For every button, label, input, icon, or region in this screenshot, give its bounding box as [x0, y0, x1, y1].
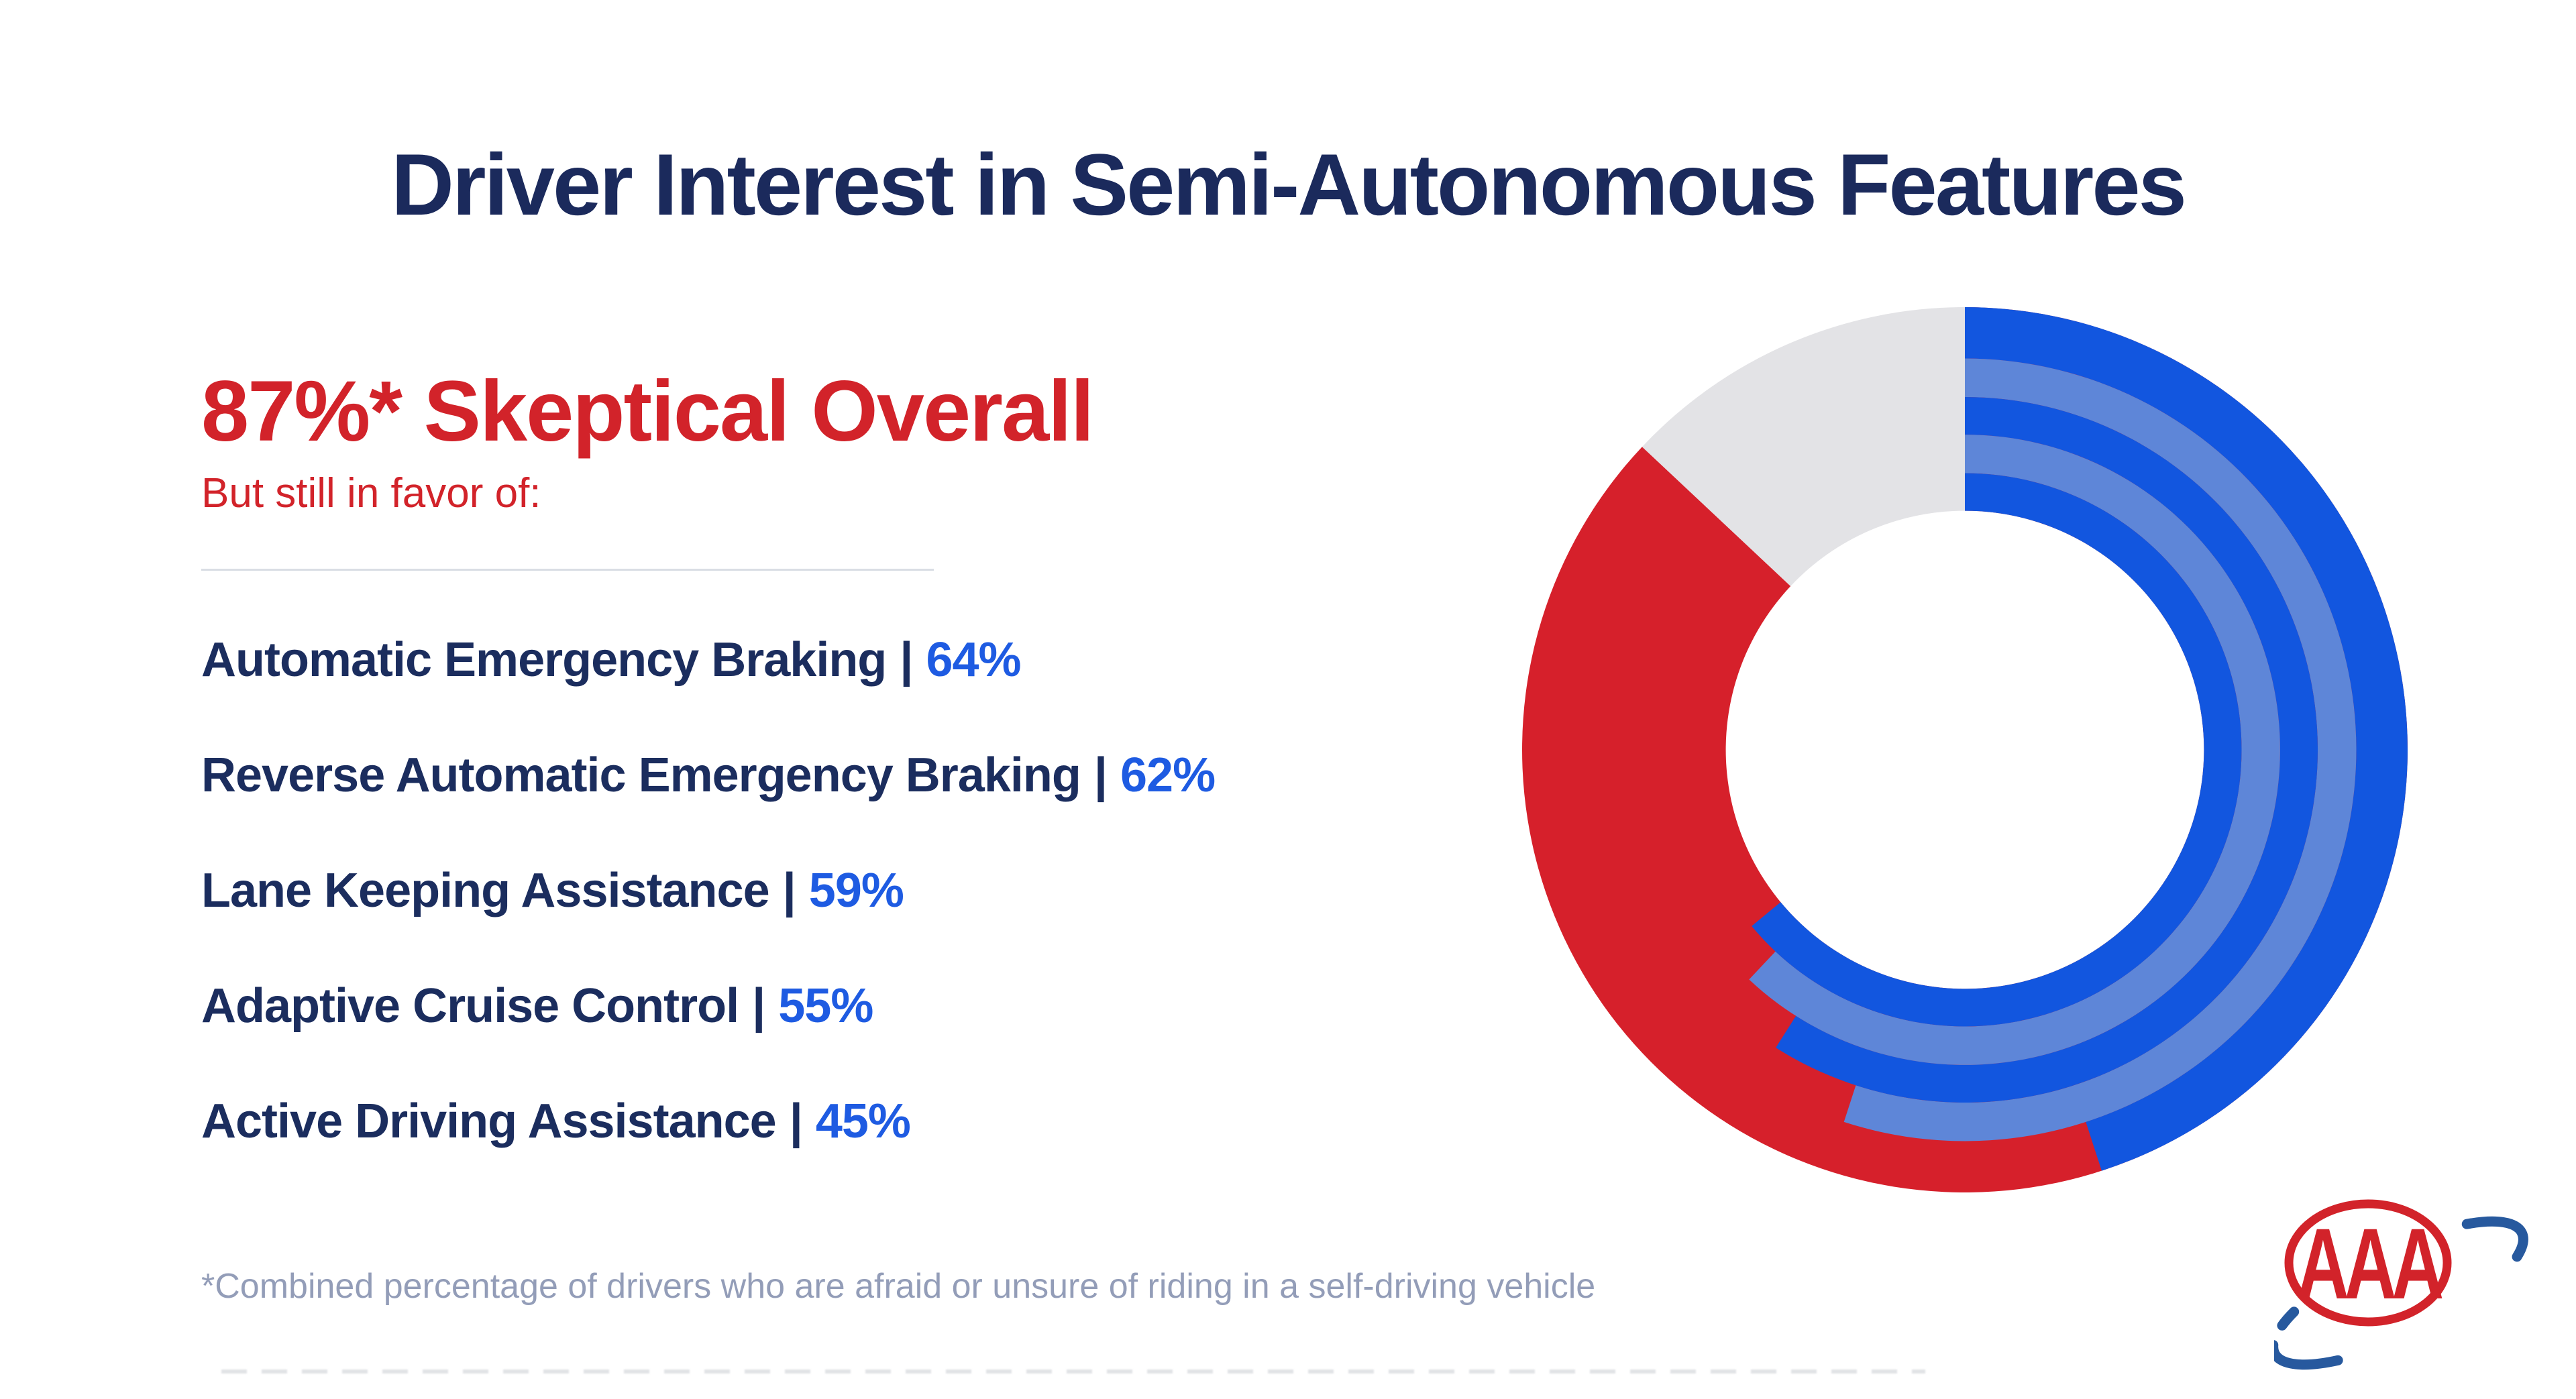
- pipe-separator: |: [900, 633, 913, 687]
- feature-label: Active Driving Assistance: [201, 1095, 777, 1148]
- page-title: Driver Interest in Semi-Autonomous Featu…: [391, 135, 2187, 233]
- footnote-text: *Combined percentage of drivers who are …: [201, 1267, 1596, 1306]
- list-item: Automatic Emergency Braking | 64%: [201, 633, 1022, 687]
- donut-segment-not-skeptical: [1642, 307, 1965, 587]
- feature-value: 55%: [778, 979, 873, 1033]
- headline-stat: 87%* Skeptical Overall: [201, 363, 1094, 459]
- list-item: Reverse Automatic Emergency Braking | 62%: [201, 748, 1216, 802]
- aaa-logo: AAA: [2274, 1199, 2528, 1370]
- feature-label: Automatic Emergency Braking: [201, 633, 887, 687]
- list-item: Lane Keeping Assistance | 59%: [201, 866, 904, 915]
- pipe-separator: |: [752, 979, 765, 1033]
- logo-swoosh-icon: [2274, 1216, 2528, 1370]
- feature-value: 45%: [815, 1095, 911, 1148]
- feature-label: Reverse Automatic Emergency Braking: [201, 748, 1081, 802]
- list-item: Adaptive Cruise Control | 55%: [201, 982, 873, 1030]
- divider-line: [201, 569, 934, 571]
- pipe-separator: |: [789, 1095, 803, 1148]
- donut-chart: [1521, 307, 2408, 1193]
- donut-arc-active-driving-assistance: [1965, 307, 2408, 1171]
- feature-label: Lane Keeping Assistance: [201, 864, 770, 917]
- feature-label: Adaptive Cruise Control: [201, 979, 739, 1033]
- list-item: Active Driving Assistance | 45%: [201, 1095, 911, 1148]
- pipe-separator: |: [782, 864, 796, 917]
- headline-subtitle: But still in favor of:: [201, 470, 541, 516]
- feature-value: 62%: [1120, 748, 1216, 802]
- fine-print-artifact: [221, 1369, 1925, 1374]
- feature-value: 64%: [926, 633, 1021, 687]
- logo-oval-icon: [2284, 1199, 2452, 1327]
- pipe-separator: |: [1093, 748, 1108, 802]
- feature-value: 59%: [808, 864, 904, 917]
- donut-arc-automatic-emergency-braking: [1752, 473, 2242, 1027]
- logo-text: AAA: [2297, 1207, 2443, 1320]
- donut-arc-reverse-automatic-emergency-braking: [1749, 435, 2280, 1065]
